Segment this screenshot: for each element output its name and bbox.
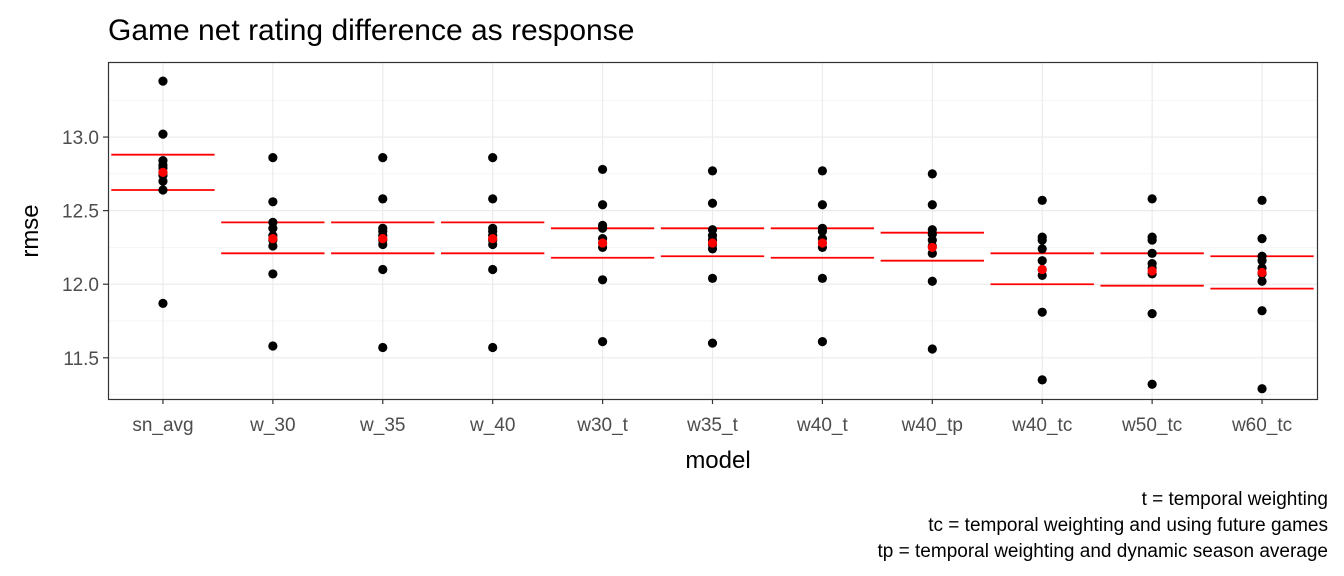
- data-point: [268, 153, 278, 163]
- data-point: [597, 275, 608, 285]
- x-tick-label: w_40: [469, 415, 515, 436]
- data-point: [597, 337, 608, 347]
- data-point: [817, 200, 828, 210]
- x-tick-label: sn_avg: [132, 415, 193, 436]
- y-tick-label: 13.0: [62, 128, 99, 149]
- data-point: [707, 338, 718, 348]
- data-point: [1147, 248, 1157, 258]
- y-tick-label: 12.5: [62, 202, 99, 223]
- data-point: [378, 342, 388, 353]
- x-axis-title: model: [685, 447, 750, 474]
- data-point: [927, 276, 937, 286]
- data-point: [1257, 256, 1267, 266]
- y-tick-label: 11.5: [63, 349, 99, 370]
- data-point: [1037, 307, 1047, 317]
- data-point: [1257, 195, 1267, 205]
- x-tick-label: w_30: [249, 415, 295, 436]
- data-point: [1037, 235, 1047, 245]
- x-tick-label: w40_tp: [901, 415, 963, 436]
- data-point: [378, 194, 388, 204]
- mean-point: [1037, 264, 1047, 275]
- data-point: [817, 337, 828, 347]
- mean-point: [488, 233, 498, 244]
- data-point: [268, 269, 278, 279]
- y-axis-title: rmse: [17, 204, 44, 257]
- data-point: [597, 223, 608, 233]
- data-point: [597, 164, 608, 175]
- data-point: [488, 264, 498, 275]
- chart-title: Game net rating difference as response: [108, 14, 634, 47]
- data-point: [488, 342, 498, 353]
- data-point: [1257, 233, 1267, 244]
- data-point: [927, 200, 937, 210]
- x-tick-label: w40_tc: [1011, 415, 1072, 436]
- data-point: [158, 185, 168, 195]
- data-point: [488, 194, 498, 204]
- mean-point: [378, 233, 388, 244]
- data-point: [268, 341, 278, 351]
- data-point: [1037, 375, 1047, 385]
- mean-point: [268, 233, 278, 244]
- data-point: [707, 198, 718, 208]
- x-tick-label: w30_t: [576, 415, 628, 436]
- data-point: [1147, 235, 1157, 245]
- data-point: [927, 169, 937, 179]
- data-points: [158, 76, 1267, 394]
- data-point: [158, 76, 168, 86]
- caption-line: tp = temporal weighting and dynamic seas…: [878, 541, 1328, 562]
- data-point: [1147, 309, 1157, 319]
- data-point: [268, 197, 278, 207]
- data-point: [927, 344, 937, 354]
- x-axis: sn_avg w_30 w_35 w_40 w30_t w35_t w40_t w40_tp w…: [132, 399, 1292, 436]
- data-point: [1037, 195, 1047, 205]
- mean-point: [1257, 267, 1267, 278]
- data-point: [817, 226, 828, 236]
- data-point: [488, 153, 498, 163]
- data-point: [378, 153, 388, 163]
- data-point: [268, 241, 278, 251]
- data-point: [1257, 276, 1267, 286]
- data-point: [1037, 256, 1047, 266]
- x-tick-label: w35_t: [686, 415, 738, 436]
- mean-point: [707, 238, 718, 248]
- x-tick-label: w50_tc: [1121, 415, 1182, 436]
- x-tick-label: w60_tc: [1231, 415, 1292, 436]
- data-point: [597, 200, 608, 210]
- data-point: [158, 176, 168, 186]
- data-point: [268, 223, 278, 233]
- mean-point: [158, 167, 168, 177]
- x-tick-label: w_35: [359, 415, 405, 436]
- x-tick-label: w40_t: [796, 415, 848, 436]
- caption: t = temporal weighting tc = temporal weig…: [878, 489, 1328, 562]
- data-point: [707, 273, 718, 283]
- mean-point: [927, 242, 937, 253]
- data-point: [1147, 194, 1157, 204]
- mean-point: [1147, 266, 1157, 276]
- data-point: [707, 166, 718, 176]
- data-point: [378, 264, 388, 275]
- mean-point: [817, 238, 828, 248]
- data-point: [1037, 244, 1047, 254]
- data-point: [817, 166, 828, 176]
- caption-line: tc = temporal weighting and using future…: [928, 515, 1328, 536]
- data-point: [1147, 379, 1157, 389]
- data-point: [1257, 384, 1267, 394]
- data-point: [158, 298, 168, 308]
- data-point: [158, 129, 168, 139]
- data-point: [817, 273, 828, 283]
- mean-points: [158, 167, 1267, 278]
- y-tick-label: 12.0: [62, 275, 99, 296]
- y-axis: 11.5 12.0 12.5 13.0: [62, 128, 108, 370]
- caption-line: t = temporal weighting: [1142, 489, 1328, 510]
- mean-point: [597, 238, 608, 248]
- data-point: [1257, 306, 1267, 316]
